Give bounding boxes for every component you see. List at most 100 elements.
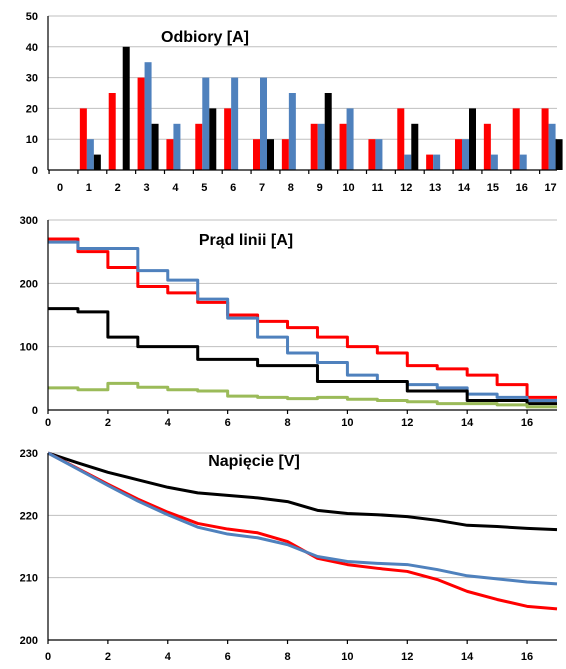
x-tick-label: 16	[516, 182, 528, 194]
x-tick-label: 5	[201, 182, 207, 194]
bar	[86, 139, 94, 170]
bar	[462, 139, 469, 170]
bar	[166, 139, 174, 170]
x-tick-label: 0	[45, 651, 51, 663]
bar	[202, 77, 210, 170]
bar	[173, 123, 181, 170]
series-line	[48, 307, 557, 406]
x-tick-label: 4	[165, 417, 172, 429]
bar	[519, 154, 527, 170]
x-tick-label: 0	[57, 182, 63, 194]
bar	[368, 139, 376, 170]
x-tick-label: 16	[521, 651, 533, 663]
x-tick-label: 1	[86, 182, 92, 194]
bar	[548, 123, 556, 170]
bar	[397, 108, 405, 170]
y-tick-label: 100	[20, 342, 38, 354]
y-tick-label: 220	[20, 510, 38, 522]
bar	[426, 154, 434, 170]
bar	[144, 62, 152, 171]
series-line	[47, 451, 558, 586]
x-tick-label: 0	[45, 417, 51, 429]
bar	[79, 108, 87, 170]
grid-lines	[48, 219, 557, 348]
y-tick-label: 200	[20, 635, 38, 647]
bar	[310, 123, 318, 170]
bar	[404, 154, 412, 170]
y-tick-label: 200	[20, 278, 38, 290]
y-tick-label: 10	[26, 134, 38, 146]
y-tick-label: 300	[20, 215, 38, 227]
bar	[108, 93, 116, 170]
bar	[288, 93, 296, 170]
series-lines	[47, 451, 558, 611]
y-tick-label: 210	[20, 573, 38, 585]
x-tick-label: 6	[230, 182, 236, 194]
x-tick-label: 8	[284, 417, 290, 429]
x-tick-label: 9	[317, 182, 323, 194]
x-tick-label: 14	[461, 651, 474, 663]
bar	[231, 77, 239, 170]
x-tick-label: 10	[341, 417, 353, 429]
bar	[93, 154, 101, 170]
x-tick-label: 11	[372, 182, 384, 194]
bar	[137, 77, 145, 170]
x-tick-label: 12	[400, 182, 412, 194]
bar	[253, 139, 260, 170]
bar	[122, 46, 130, 170]
x-tick-label: 6	[225, 417, 231, 429]
series-line	[48, 240, 557, 402]
bar	[195, 123, 203, 170]
y-tick-label: 230	[20, 448, 38, 460]
chart-title-odbiory: Odbiory [A]	[161, 29, 249, 46]
x-tick-label: 7	[259, 182, 265, 194]
x-tick-label: 6	[225, 651, 231, 663]
y-tick-label: 0	[32, 165, 38, 177]
bar	[224, 108, 232, 170]
bar	[512, 108, 520, 170]
chart-title-prad-linii: Prąd linii [A]	[199, 232, 293, 249]
bar	[469, 108, 476, 170]
bar	[346, 108, 354, 170]
x-tick-label: 10	[341, 651, 353, 663]
y-tick-label: 0	[32, 405, 38, 417]
y-tick-label: 20	[26, 103, 38, 115]
bar	[267, 139, 274, 170]
chart-prad-linii: Prąd linii [A] 0 100 200 300 0 2 4 6 8 10 12 14 16	[20, 215, 557, 429]
chart-napiecie: Napięcie [V] 200 210 220 230 0 2 4 6 8 10 12 14 16	[20, 448, 558, 663]
x-tick-label: 15	[487, 182, 499, 194]
bar	[209, 108, 217, 170]
x-tick-label: 13	[429, 182, 441, 194]
x-tick-label: 17	[544, 182, 556, 194]
x-tick-label: 14	[458, 182, 471, 194]
bar	[317, 123, 325, 170]
x-tick-label: 14	[461, 417, 474, 429]
bar	[490, 154, 498, 170]
bar	[541, 108, 549, 170]
bar	[455, 139, 462, 170]
x-tick-label: 12	[401, 417, 413, 429]
bars	[79, 46, 563, 171]
chart-title-napiecie: Napięcie [V]	[208, 453, 300, 470]
x-tick-label: 4	[172, 182, 179, 194]
bar	[151, 123, 159, 170]
x-tick-label: 2	[115, 182, 121, 194]
x-tick-label: 10	[342, 182, 354, 194]
x-tick-label: 2	[105, 651, 111, 663]
bar	[339, 123, 347, 170]
bar	[375, 139, 383, 170]
bar	[483, 123, 491, 170]
bar	[433, 154, 441, 170]
bar	[281, 139, 289, 170]
series-line	[47, 451, 558, 532]
x-tick-label: 16	[521, 417, 533, 429]
y-tick-label: 50	[26, 11, 38, 23]
series-line	[48, 381, 557, 409]
bar	[260, 77, 267, 170]
grid-lines	[48, 452, 557, 579]
bar	[324, 93, 332, 170]
x-tick-label: 8	[288, 182, 294, 194]
x-tick-label: 3	[144, 182, 150, 194]
y-tick-label: 30	[26, 73, 38, 85]
